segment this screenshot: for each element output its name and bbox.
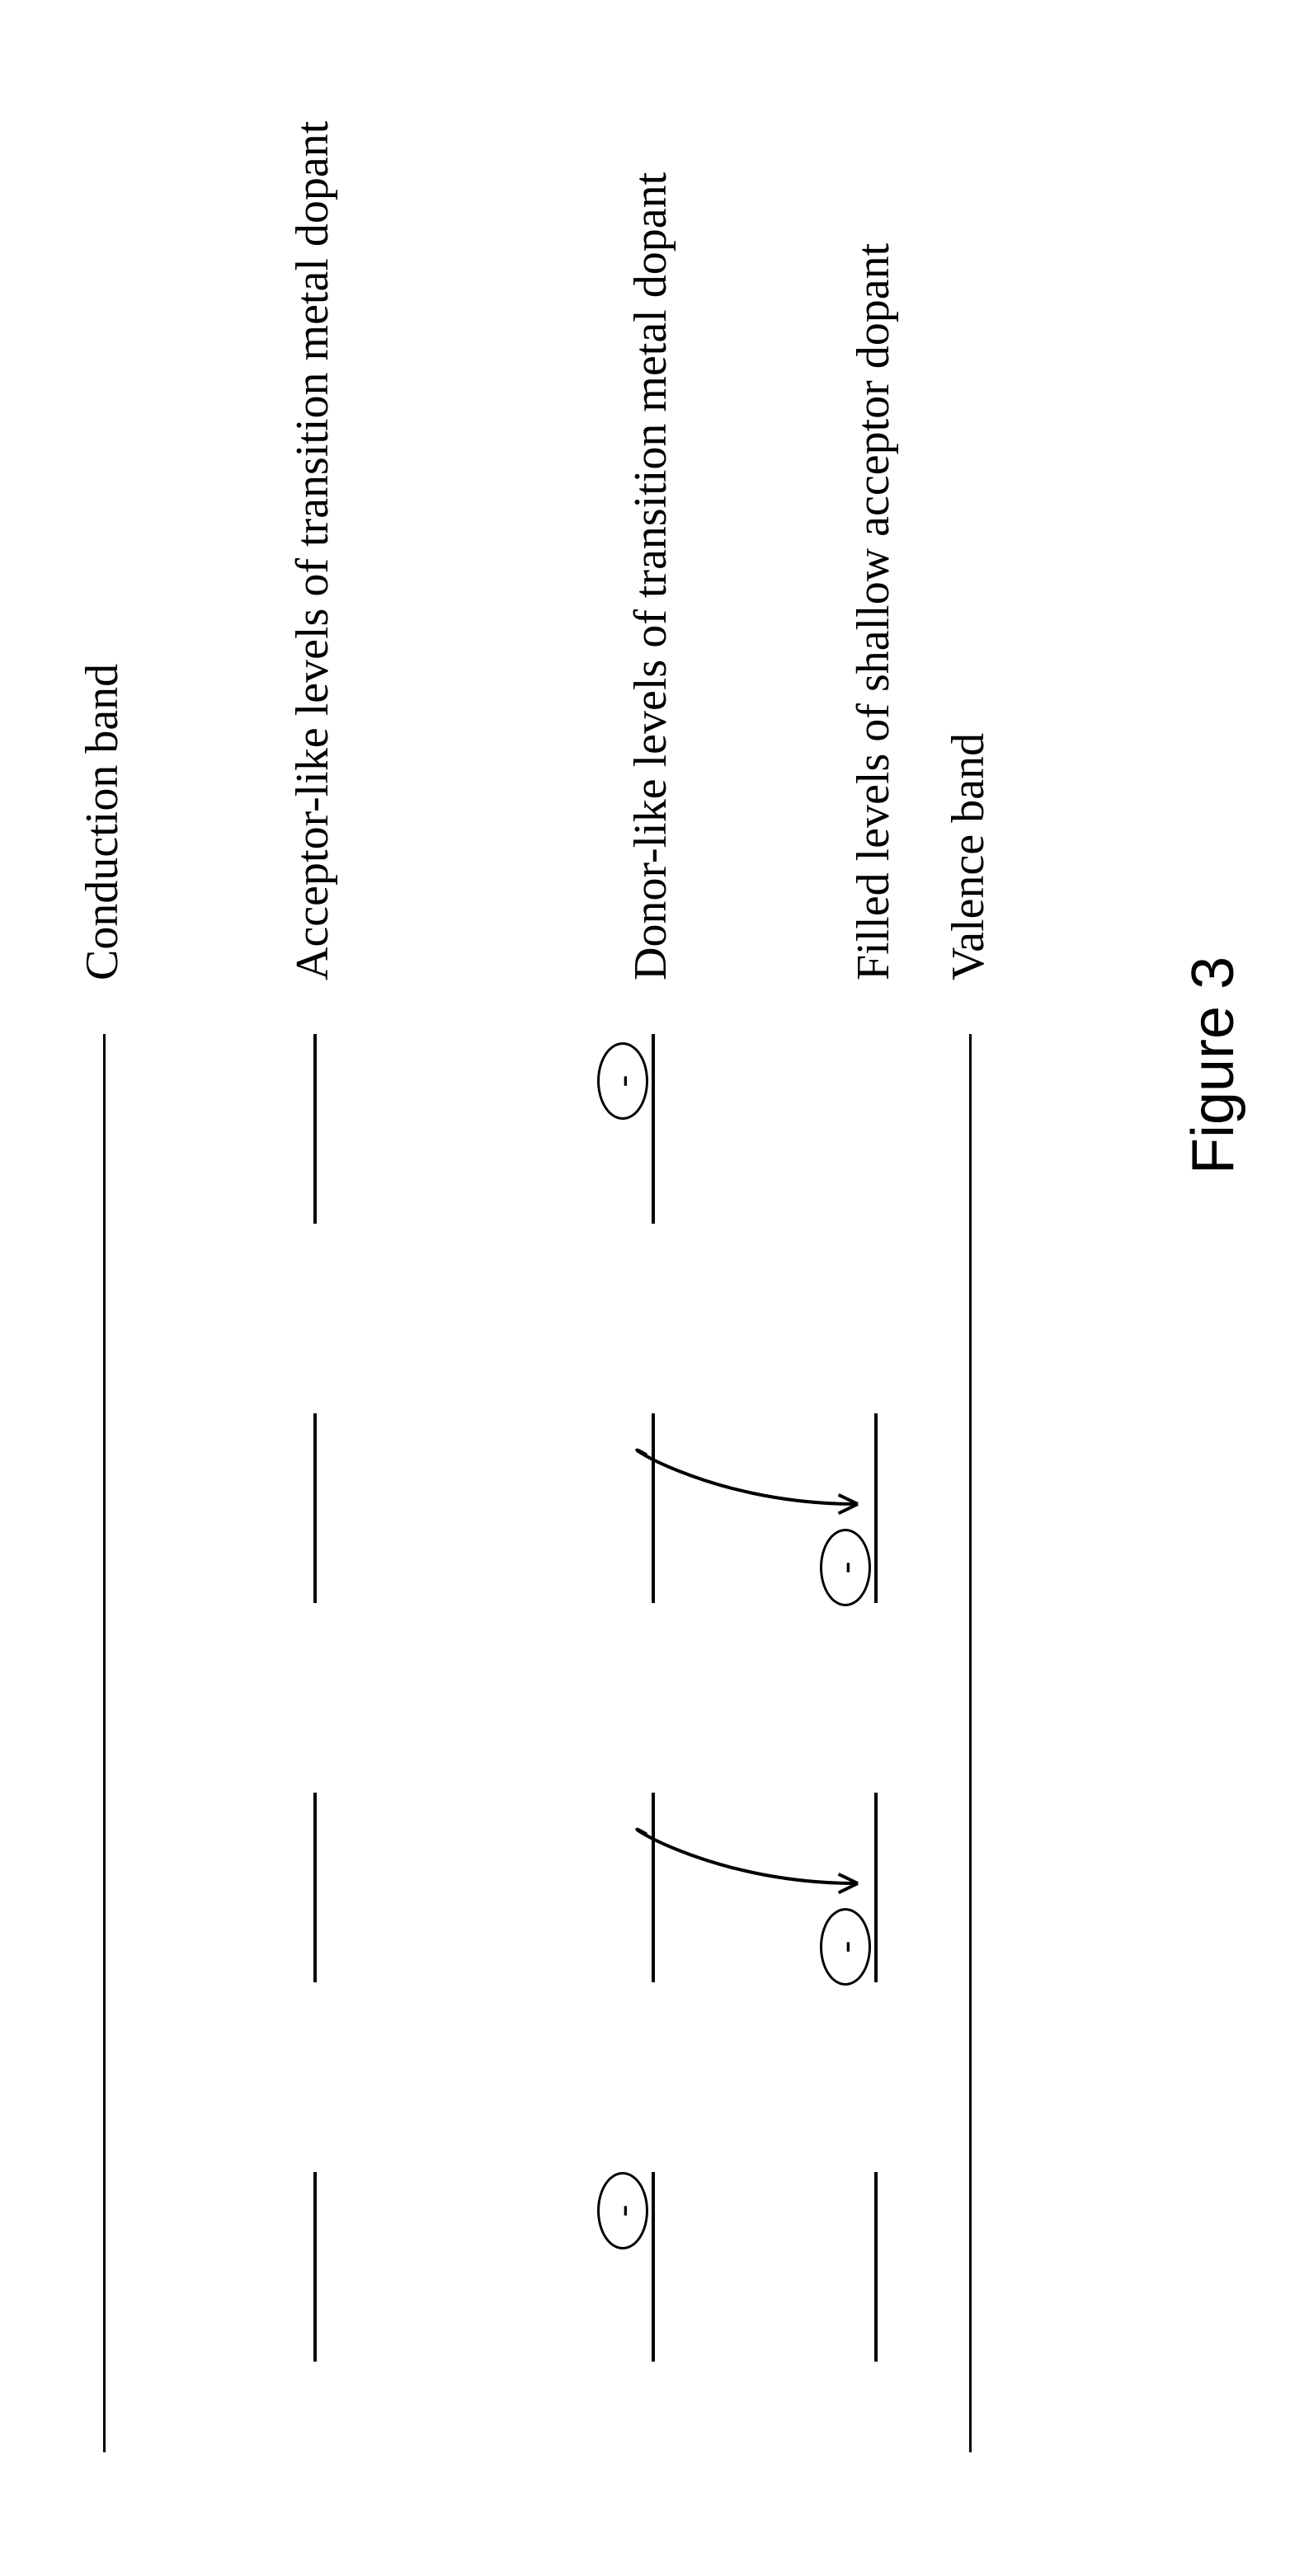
donor-like-label: Donor-like levels of transition metal do… <box>624 172 677 980</box>
electron-on-donor: - <box>597 2172 648 2249</box>
electron-transition-arrow <box>597 1373 907 1554</box>
conduction-band-label: Conduction band <box>76 664 129 980</box>
conduction-band-line <box>103 1034 106 2452</box>
acceptor-like-level-dash <box>313 1034 317 1224</box>
acceptor-like-level-dash <box>313 1793 317 1982</box>
valence-band-line <box>969 1034 972 2452</box>
electron-on-donor: - <box>597 1042 648 1120</box>
acceptor-like-level-dash <box>313 1413 317 1603</box>
energy-band-diagram: Conduction band Acceptor-like levels of t… <box>0 0 1290 2576</box>
figure-caption: Figure 3 <box>1179 957 1247 1174</box>
acceptor-like-level-dash <box>313 2172 317 2362</box>
electron-transition-arrow <box>597 1752 907 1933</box>
valence-band-label: Valence band <box>942 733 995 980</box>
donor-like-level-dash <box>652 2172 655 2362</box>
donor-like-level-dash <box>652 1034 655 1224</box>
acceptor-like-label: Acceptor-like levels of transition metal… <box>286 121 339 980</box>
shallow-acceptor-level-dash <box>874 2172 878 2362</box>
shallow-acceptor-label: Filled levels of shallow acceptor dopant <box>847 243 900 980</box>
